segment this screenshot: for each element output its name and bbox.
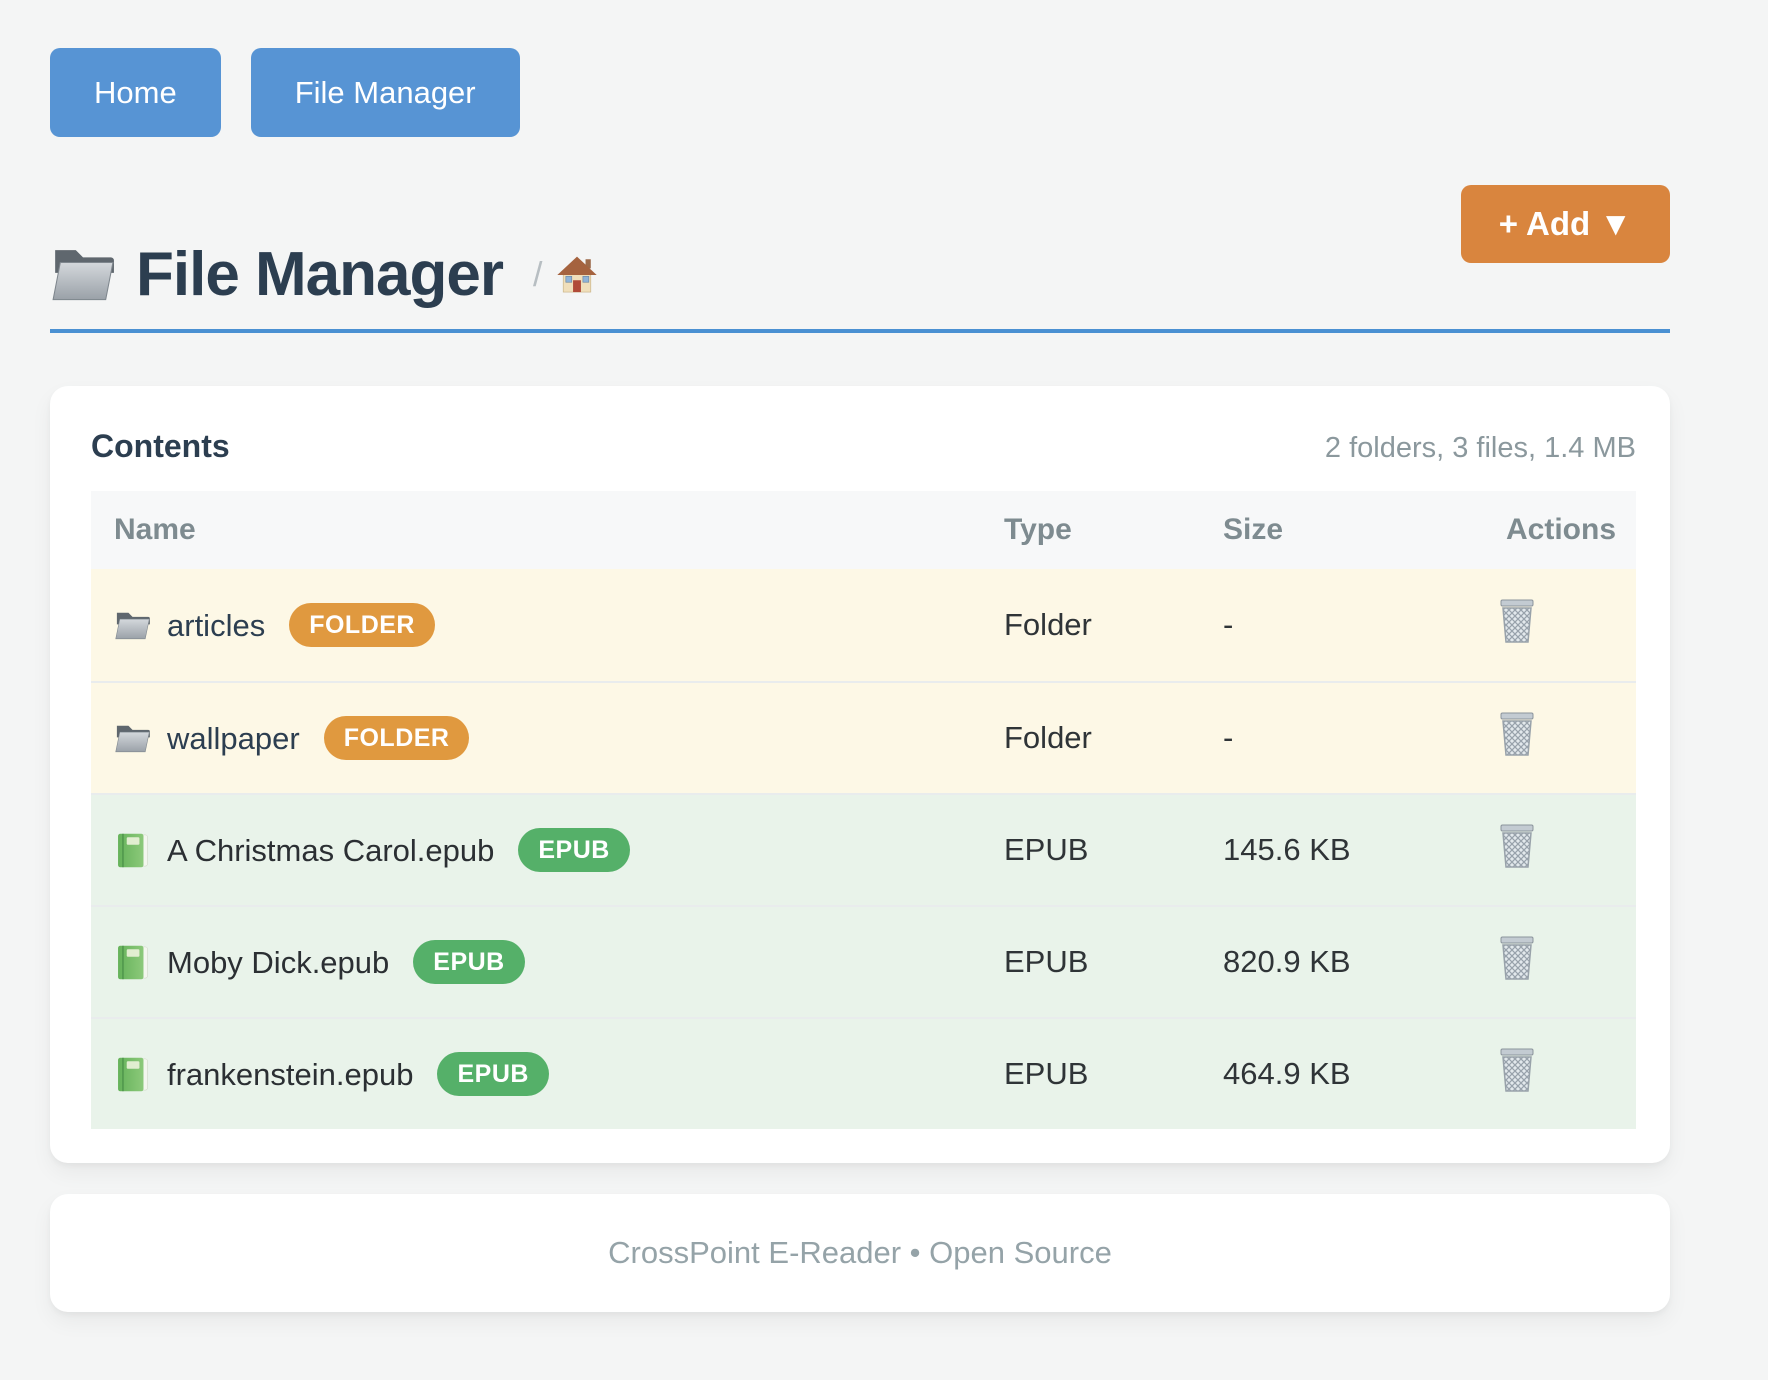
name-cell: wallpaper FOLDER: [91, 716, 981, 760]
delete-button[interactable]: [1497, 598, 1537, 644]
add-button[interactable]: + Add ▼: [1460, 185, 1670, 263]
column-header-size: Size: [1223, 513, 1284, 546]
page-title: File Manager: [136, 240, 504, 309]
actions-cell: [1483, 598, 1636, 652]
file-type-badge: EPUB: [437, 1052, 549, 1096]
file-name[interactable]: articles: [167, 607, 266, 643]
trash-icon: [1497, 1047, 1537, 1093]
nav-file-manager-button[interactable]: File Manager: [250, 48, 520, 137]
file-size: 820.9 KB: [1223, 944, 1351, 979]
file-type: Folder: [1004, 720, 1092, 755]
contents-card-header: Contents 2 folders, 3 files, 1.4 MB: [91, 428, 1636, 465]
actions-cell: [1483, 1047, 1636, 1101]
name-cell: A Christmas Carol.epub EPUB: [91, 828, 981, 872]
top-nav: Home File Manager: [50, 48, 1670, 137]
table-row[interactable]: articles FOLDER Folder -: [91, 569, 1636, 681]
folder-icon: [50, 246, 116, 304]
contents-card: Contents 2 folders, 3 files, 1.4 MB Name…: [50, 386, 1670, 1163]
nav-home-button[interactable]: Home: [50, 48, 221, 137]
file-type-badge: EPUB: [413, 940, 525, 984]
file-type: Folder: [1004, 607, 1092, 642]
trash-icon: [1497, 823, 1537, 869]
name-cell: articles FOLDER: [91, 603, 981, 647]
table-row[interactable]: frankenstein.epub EPUB EPUB 464.9 KB: [91, 1017, 1636, 1129]
actions-cell: [1483, 711, 1636, 765]
file-type: EPUB: [1004, 1056, 1089, 1091]
file-type-badge: EPUB: [518, 828, 630, 872]
delete-button[interactable]: [1497, 711, 1537, 757]
folder-icon: [114, 720, 151, 757]
delete-button[interactable]: [1497, 935, 1537, 981]
footer-card: CrossPoint E-Reader • Open Source: [50, 1194, 1670, 1312]
file-type-badge: FOLDER: [289, 603, 435, 647]
book-icon: [114, 944, 151, 981]
file-size: 464.9 KB: [1223, 1056, 1351, 1091]
footer-text: CrossPoint E-Reader • Open Source: [608, 1235, 1112, 1270]
trash-icon: [1497, 711, 1537, 757]
file-type: EPUB: [1004, 832, 1089, 867]
title-divider: [50, 329, 1670, 333]
file-table: Name Type Size Actions articles FOLDER F…: [91, 491, 1636, 1129]
actions-cell: [1483, 823, 1636, 877]
table-row[interactable]: Moby Dick.epub EPUB EPUB 820.9 KB: [91, 905, 1636, 1017]
page-header: File Manager / + Add ▼: [50, 185, 1670, 313]
file-type: EPUB: [1004, 944, 1089, 979]
breadcrumb-separator: /: [533, 255, 543, 294]
file-size: 145.6 KB: [1223, 832, 1351, 867]
contents-heading: Contents: [91, 428, 230, 464]
trash-icon: [1497, 935, 1537, 981]
file-name[interactable]: Moby Dick.epub: [167, 944, 390, 980]
delete-button[interactable]: [1497, 823, 1537, 869]
name-cell: Moby Dick.epub EPUB: [91, 940, 981, 984]
column-header-actions: Actions: [1506, 513, 1617, 546]
file-name[interactable]: wallpaper: [167, 720, 300, 756]
actions-cell: [1483, 935, 1636, 989]
file-size: -: [1223, 720, 1234, 755]
delete-button[interactable]: [1497, 1047, 1537, 1093]
trash-icon: [1497, 598, 1537, 644]
file-name[interactable]: frankenstein.epub: [167, 1056, 414, 1092]
breadcrumb: /: [533, 254, 598, 296]
file-size: -: [1223, 607, 1234, 642]
home-icon[interactable]: [556, 254, 598, 296]
column-header-type: Type: [1004, 513, 1072, 546]
book-icon: [114, 1056, 151, 1093]
table-body: articles FOLDER Folder -: [91, 569, 1636, 1129]
folder-icon: [114, 607, 151, 644]
column-header-name: Name: [114, 513, 196, 546]
table-row[interactable]: wallpaper FOLDER Folder -: [91, 681, 1636, 793]
file-name[interactable]: A Christmas Carol.epub: [167, 832, 495, 868]
contents-summary: 2 folders, 3 files, 1.4 MB: [1324, 432, 1636, 464]
table-header-row: Name Type Size Actions: [91, 491, 1636, 569]
table-row[interactable]: A Christmas Carol.epub EPUB EPUB 145.6 K…: [91, 793, 1636, 905]
name-cell: frankenstein.epub EPUB: [91, 1052, 981, 1096]
file-type-badge: FOLDER: [323, 716, 470, 760]
book-icon: [114, 832, 151, 869]
